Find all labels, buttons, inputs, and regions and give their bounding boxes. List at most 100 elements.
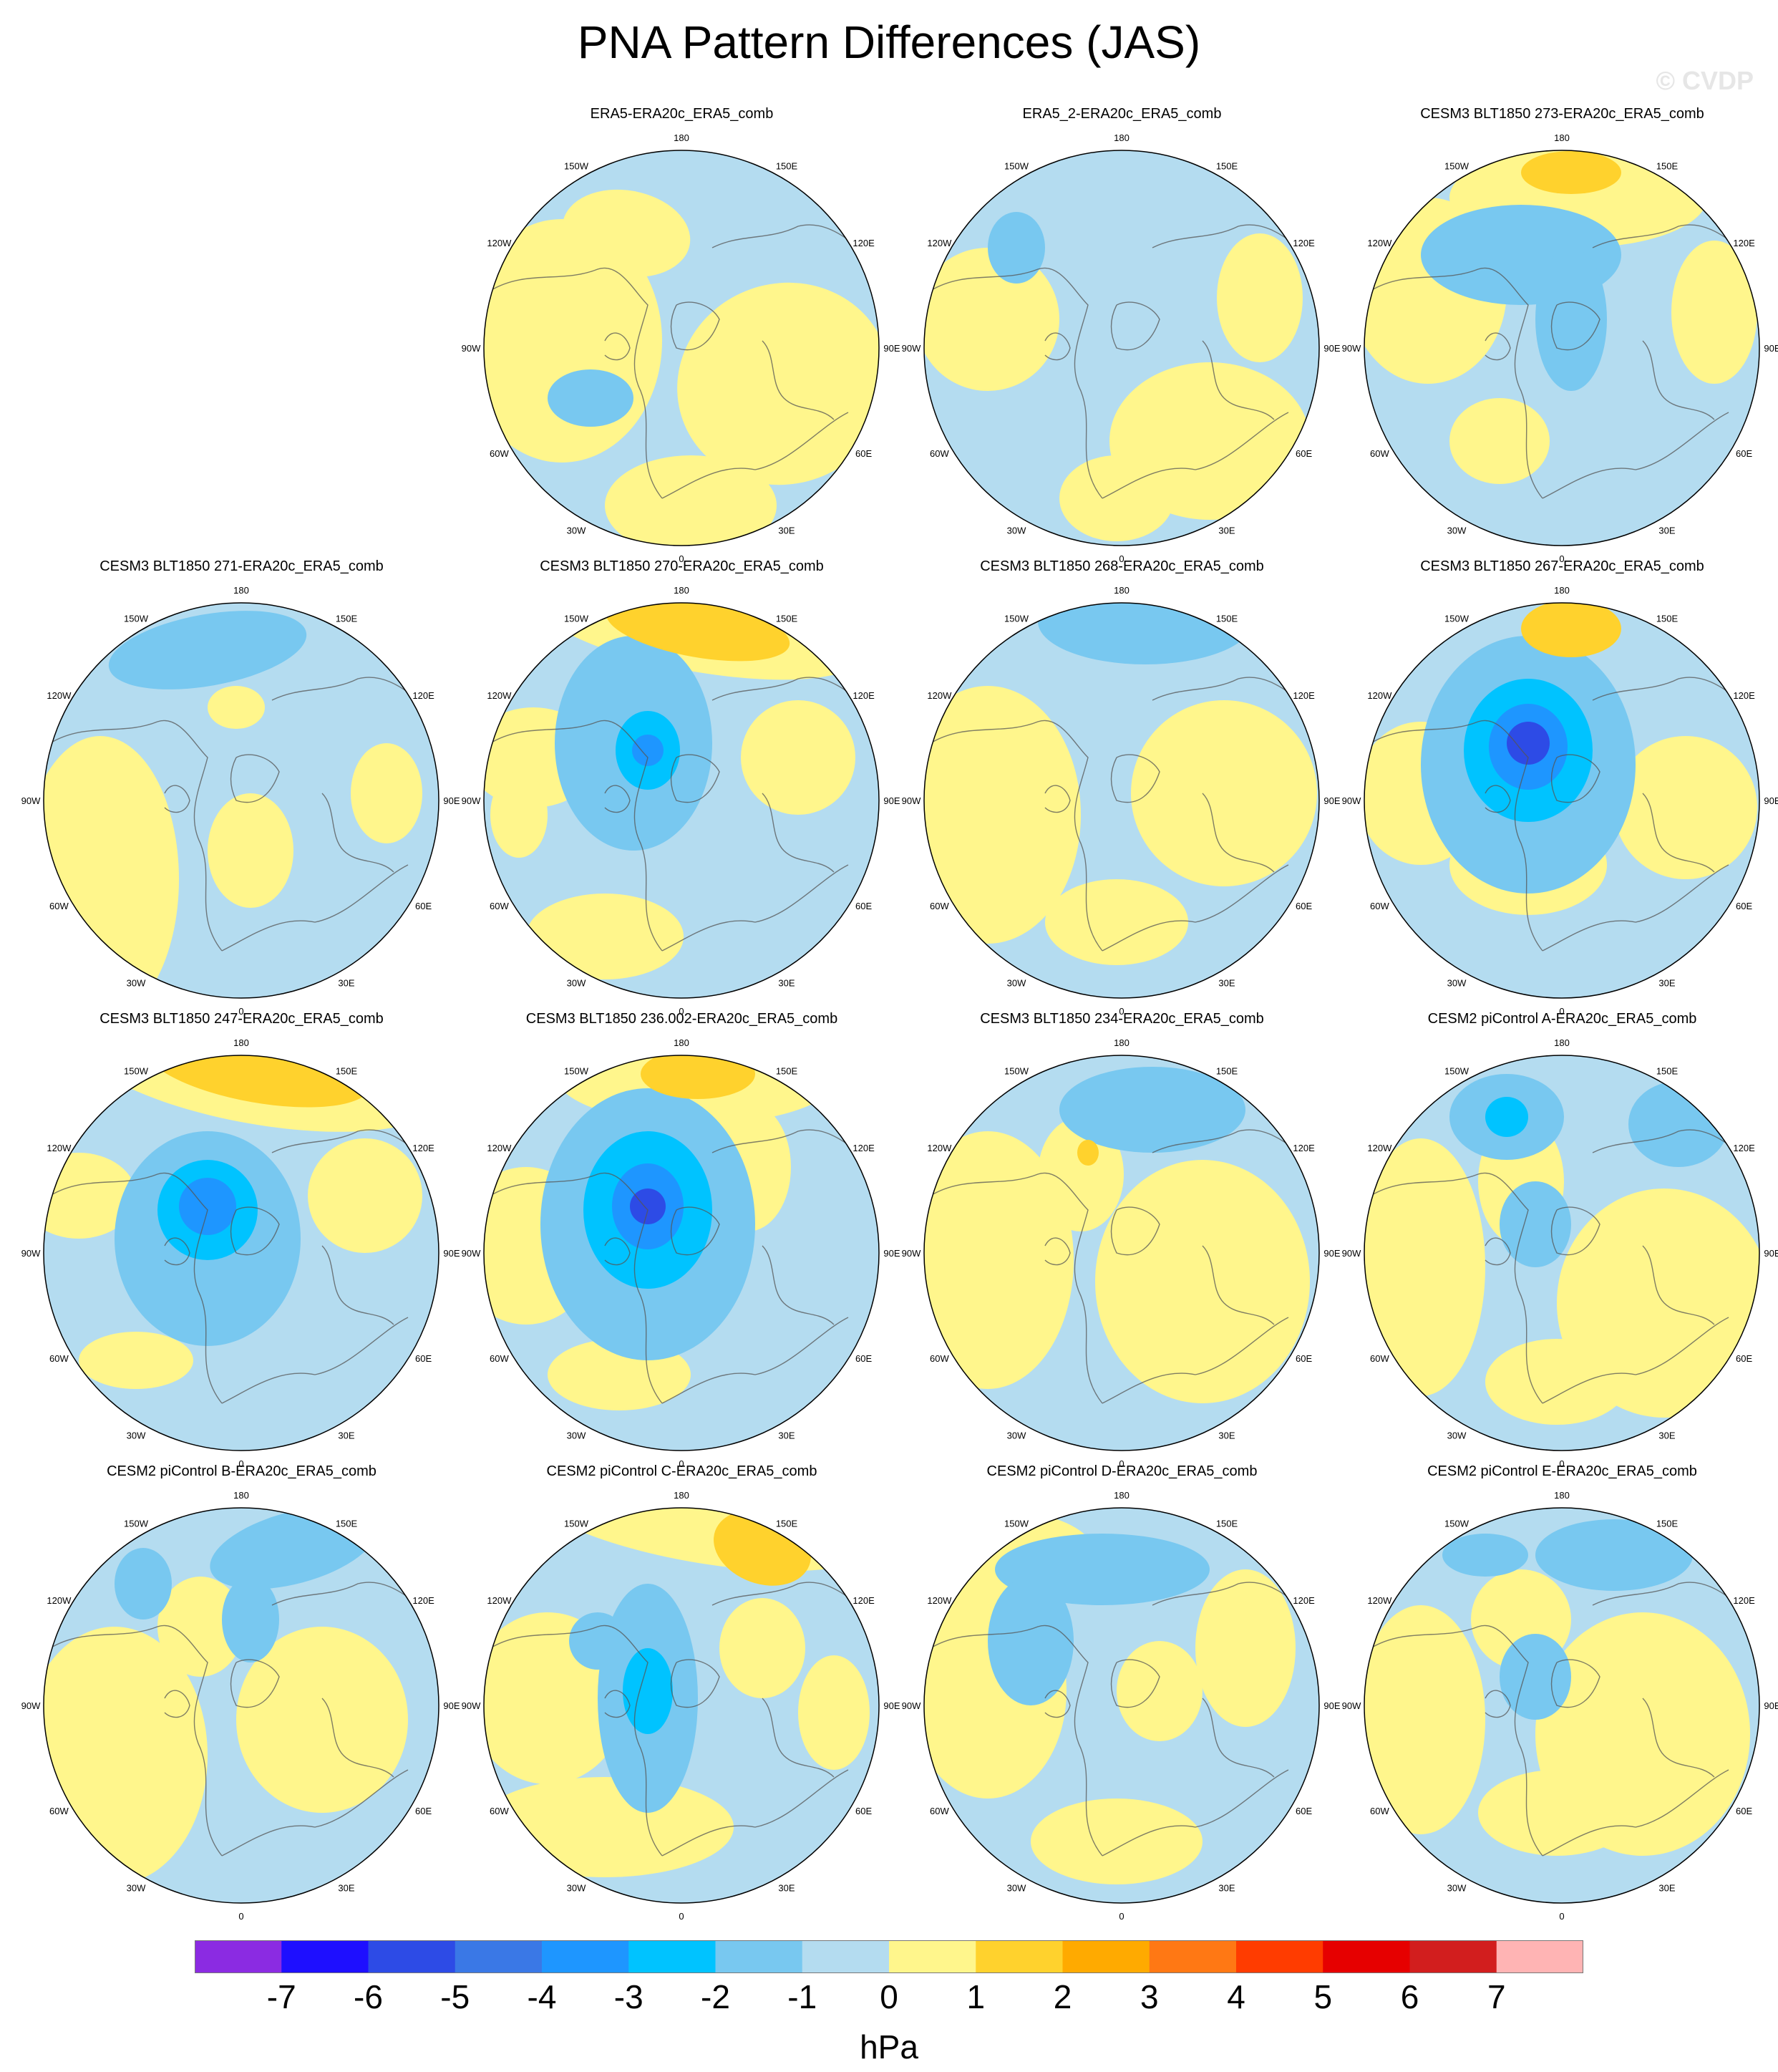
map-boundary: [923, 1055, 1320, 1451]
coastlines: [490, 677, 870, 952]
map-panel: ERA5_2-ERA20c_ERA5_comb 180 150E 120E 90E 60E…: [902, 106, 1342, 564]
lon-label: 150W: [1004, 1518, 1029, 1529]
panel-title: CESM3 BLT1850 271-ERA20c_ERA5_comb: [99, 558, 384, 574]
lon-label: 180: [1554, 132, 1570, 143]
lon-label: 120W: [927, 690, 952, 701]
positive-anomaly-region: [157, 1577, 243, 1677]
lon-label: 0: [679, 1911, 684, 1922]
lon-label: 150W: [124, 1518, 149, 1529]
lon-label: 120E: [852, 690, 875, 701]
map-panel: ERA5-ERA20c_ERA5_comb 180 150E 120E 90E 60E 30…: [462, 106, 902, 564]
lon-label: 120E: [1293, 1143, 1315, 1153]
lon-label: 90E: [1764, 343, 1778, 354]
map-boundary: [483, 602, 880, 999]
lon-label: 60E: [415, 901, 432, 911]
lon-label: 120E: [1733, 1595, 1755, 1606]
coastlines: [49, 677, 430, 952]
panel-title: CESM3 BLT1850 267-ERA20c_ERA5_comb: [1420, 558, 1704, 574]
lon-label: 150W: [1444, 160, 1469, 171]
colorbar-box: [281, 1940, 369, 1973]
colorbar-box: [1149, 1940, 1237, 1973]
lon-label: 30E: [338, 1883, 354, 1894]
positive-anomaly-region: [719, 1598, 805, 1698]
coastlines: [930, 224, 1311, 499]
positive-anomaly-region: [1045, 879, 1188, 965]
lon-label: 150E: [336, 1065, 358, 1076]
anomaly-core: [630, 1189, 666, 1224]
map-boundary: [483, 150, 880, 546]
positive-anomaly-region: [741, 700, 855, 815]
lon-label: 120W: [927, 1595, 952, 1606]
lon-label: 60W: [1370, 901, 1389, 911]
positive-anomaly-region: [1449, 398, 1550, 484]
positive-anomaly-region: [1131, 700, 1317, 886]
lon-label: 60W: [930, 1353, 949, 1364]
map-boundary: [43, 1055, 439, 1451]
colorbar-tick-label: 1: [966, 1978, 986, 2015]
positive-anomaly-region: [1614, 736, 1757, 879]
lon-label: 90E: [883, 343, 900, 354]
lon-label: 90E: [883, 1248, 900, 1259]
negative-anomaly-region: [1038, 603, 1253, 664]
polar-map: 180 150E 120E 90E 60E 30E 0 30W 60W 90W 120W 150W: [21, 1037, 460, 1469]
panel-title: ERA5_2-ERA20c_ERA5_comb: [1022, 106, 1222, 122]
lon-label: 0: [1119, 1006, 1124, 1017]
map-boundary: [1364, 1055, 1760, 1451]
colorbar-tick-label: -7: [266, 1978, 296, 2015]
polar-map: 180 150E 120E 90E 60E 30E 0 30W 60W 90W 120W 150W: [1342, 1490, 1778, 1922]
lon-label: 120W: [1367, 1143, 1392, 1153]
map-boundary: [43, 602, 439, 999]
colorbar-tick-label: -5: [440, 1978, 470, 2015]
lon-label: 180: [674, 132, 689, 143]
negative-anomaly-region: [1500, 1634, 1571, 1720]
lon-label: 60W: [49, 1353, 69, 1364]
coastlines: [49, 1582, 430, 1856]
lon-label: 150W: [564, 613, 589, 624]
negative-anomaly-region: [548, 369, 633, 427]
negative-anomaly-region: [1535, 1519, 1693, 1591]
lon-label: 150W: [1444, 613, 1469, 624]
lon-label: 150E: [776, 613, 798, 624]
lon-label: 90E: [1323, 343, 1340, 354]
lon-label: 30E: [1218, 1883, 1235, 1894]
map-boundary: [923, 602, 1320, 999]
positive-anomaly-region: [924, 1131, 1074, 1389]
polar-map: 180 150E 120E 90E 60E 30E 0 30W 60W 90W 120W 150W: [1342, 1037, 1778, 1469]
lon-label: 60W: [49, 1806, 69, 1816]
lon-label: 30W: [1447, 1883, 1467, 1894]
lon-label: 150W: [1004, 1065, 1029, 1076]
coastlines: [490, 1129, 870, 1404]
lon-label: 60W: [930, 901, 949, 911]
panel-title: CESM3 BLT1850 273-ERA20c_ERA5_comb: [1420, 106, 1704, 122]
lon-label: 180: [674, 585, 689, 596]
negative-anomaly-region: [1500, 1181, 1571, 1267]
lon-label: 0: [238, 1911, 243, 1922]
colorbar: [195, 1940, 1583, 1973]
positive-anomaly-region: [1195, 1569, 1296, 1727]
negative-anomaly-region: [222, 1577, 279, 1662]
lon-label: 180: [233, 585, 249, 596]
map-boundary: [483, 1507, 880, 1904]
colorbar-tick-label: 4: [1227, 1978, 1245, 2015]
lon-label: 150E: [336, 613, 358, 624]
lon-label: 150W: [564, 1065, 589, 1076]
negative-anomaly-region: [108, 611, 307, 689]
lon-label: 60E: [1736, 901, 1752, 911]
positive-anomaly-region: [490, 772, 548, 858]
lon-label: 120E: [412, 1595, 434, 1606]
lon-label: 90W: [1342, 1700, 1361, 1711]
colorbar-box: [1409, 1940, 1497, 1973]
lon-label: 120E: [1293, 1595, 1315, 1606]
lon-label: 120W: [47, 690, 72, 701]
positive-anomaly-region: [236, 1627, 408, 1813]
polar-map: 180 150E 120E 90E 60E 30E 0 30W 60W 90W 120W 150W: [902, 132, 1341, 564]
lon-label: 30E: [778, 1883, 795, 1894]
lon-label: 150E: [776, 160, 798, 171]
colorbar-tick-label: 2: [1053, 1978, 1072, 2015]
map-panel: CESM3 BLT1850 273-ERA20c_ERA5_comb 180 150…: [1342, 106, 1778, 564]
lon-label: 30E: [778, 978, 795, 989]
lon-label: 120W: [47, 1595, 72, 1606]
lon-label: 60W: [490, 901, 509, 911]
coastlines: [490, 224, 870, 499]
negative-anomaly-region: [1059, 1067, 1245, 1153]
